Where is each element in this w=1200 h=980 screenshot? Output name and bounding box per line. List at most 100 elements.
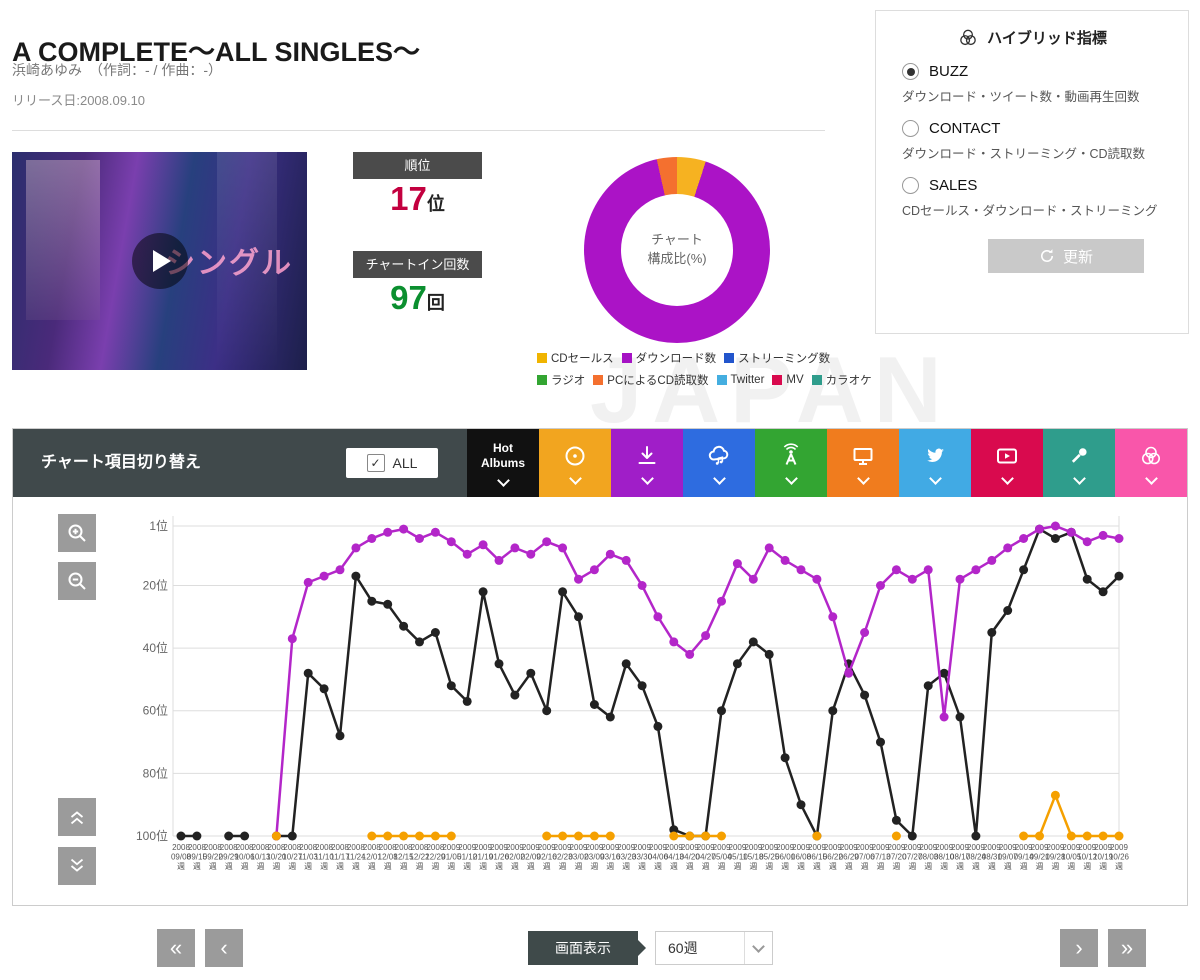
radio-buzz-circle[interactable]: [902, 63, 919, 80]
range-select[interactable]: 60週: [655, 931, 773, 965]
billboard-japan-watermark: JAPAN: [590, 337, 952, 442]
radio-tower-icon: [783, 443, 799, 465]
chevron-down-icon: [1144, 472, 1158, 485]
zoom-in-icon: [68, 524, 86, 542]
prev-page-button[interactable]: [205, 929, 243, 967]
svg-text:60位: 60位: [143, 703, 168, 718]
album-artwork[interactable]: シングル: [12, 152, 307, 370]
range-select-value: 60週: [668, 940, 698, 956]
scroll-up-button[interactable]: [58, 798, 96, 836]
update-button[interactable]: 更新: [988, 239, 1144, 273]
monitor-icon: [853, 448, 873, 465]
chevron-down-icon: [856, 472, 870, 485]
legend-item: カラオケ: [811, 372, 872, 388]
rank-value: 17位: [353, 180, 482, 218]
scroll-down-button[interactable]: [58, 847, 96, 885]
radio-buzz[interactable]: BUZZ: [902, 63, 1162, 80]
svg-text:80位: 80位: [143, 765, 168, 780]
radio-button[interactable]: [755, 429, 827, 497]
donut-center-line1: チャート: [651, 232, 703, 248]
radio-contact[interactable]: CONTACT: [902, 120, 1162, 137]
hot-albums-button[interactable]: Hot Albums: [467, 429, 539, 497]
play-icon: [153, 250, 171, 272]
cloud-music-icon: [708, 445, 729, 465]
radio-sales[interactable]: SALES: [902, 177, 1162, 194]
download-button[interactable]: [611, 429, 683, 497]
page-title: A COMPLETE～ALL SINGLES～: [12, 37, 421, 68]
chartin-number: 97: [390, 279, 427, 316]
zoom-out-icon: [68, 572, 86, 590]
cd-sales-button[interactable]: [539, 429, 611, 497]
mv-button[interactable]: [971, 429, 1043, 497]
twitter-bird-icon: [927, 448, 944, 462]
checkbox-check-icon[interactable]: [366, 454, 385, 472]
all-checkbox[interactable]: ALL: [346, 448, 438, 478]
streaming-button[interactable]: [683, 429, 755, 497]
play-button[interactable]: [131, 233, 188, 289]
pc-cd-read-button[interactable]: [827, 429, 899, 497]
donut-legend: CDセールス ダウンロード数 ストリーミング数 ラジオ PCによるCD読取数 T…: [537, 350, 897, 394]
chevron-down-icon: [568, 472, 582, 485]
legend-item: ラジオ: [537, 372, 585, 388]
hybrid-button[interactable]: [1115, 429, 1187, 497]
legend-item: MV: [772, 374, 804, 386]
svg-text:20位: 20位: [143, 577, 168, 592]
header-divider: [12, 130, 825, 131]
chevron-down-icon: [928, 472, 942, 485]
radio-sales-desc: CDセールス・ダウンロード・ストリーミング: [902, 204, 1158, 218]
legend-swatch: [716, 375, 727, 385]
chevron-down-icon: [784, 472, 798, 485]
update-button-label: 更新: [1062, 248, 1093, 266]
radio-sales-circle[interactable]: [902, 177, 919, 194]
svg-text:40位: 40位: [143, 640, 168, 655]
venn-icon: [1142, 446, 1161, 465]
twitter-button[interactable]: [899, 429, 971, 497]
legend-swatch: [811, 375, 822, 385]
next-page-button[interactable]: [1060, 929, 1098, 967]
first-page-button[interactable]: [157, 929, 195, 967]
legend-swatch: [772, 375, 783, 385]
last-page-button[interactable]: [1108, 929, 1146, 967]
karaoke-button[interactable]: [1043, 429, 1115, 497]
zoom-out-button[interactable]: [58, 562, 96, 600]
radio-contact-circle[interactable]: [902, 120, 919, 137]
legend-swatch: [537, 375, 547, 385]
hybrid-panel-title: ハイブリッド指標: [987, 30, 1107, 47]
legend-swatch: [593, 375, 604, 385]
hybrid-indicator-panel: ハイブリッド指標 BUZZ ダウンロード・ツイート数・動画再生回数 CONTAC…: [875, 10, 1189, 334]
select-caret-icon[interactable]: [744, 932, 772, 964]
chevron-down-icon: [1000, 472, 1014, 485]
legend-item: PCによるCD読取数: [593, 372, 709, 388]
svg-text:1位: 1位: [149, 518, 168, 533]
zoom-in-button[interactable]: [58, 514, 96, 552]
radio-sales-label: SALES: [929, 177, 978, 194]
double-chevron-down-icon: [70, 858, 84, 872]
legend-row-2: ラジオ PCによるCD読取数 Twitter MV カラオケ: [537, 372, 897, 388]
